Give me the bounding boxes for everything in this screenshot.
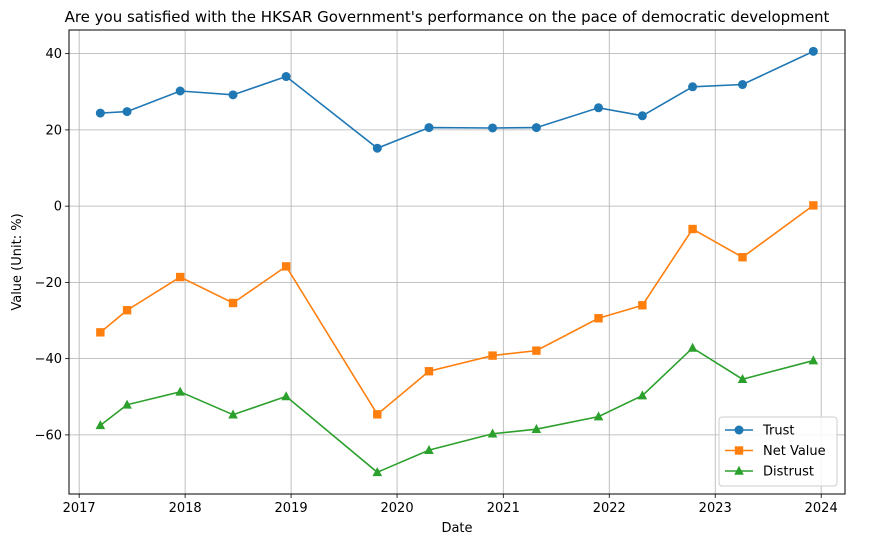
distrust-point xyxy=(487,428,498,438)
net-value-point xyxy=(688,224,697,234)
trust-point xyxy=(488,123,498,133)
plot-frame xyxy=(68,29,846,495)
net-value-point xyxy=(373,410,382,419)
legend-marker-distrust xyxy=(734,465,744,475)
series-lines xyxy=(99,50,814,474)
net-value-point xyxy=(532,346,541,355)
net-value-point xyxy=(738,253,747,262)
legend-label-distrust: Distrust xyxy=(763,465,814,480)
trust-point xyxy=(228,90,238,100)
distrust-point xyxy=(808,355,819,365)
trust-point xyxy=(738,80,748,90)
x-axis-ticks: 2017 2018 2019 2020 2021 2022 2023 2024 xyxy=(63,494,838,516)
trust-point xyxy=(531,123,541,133)
distrust-point xyxy=(228,409,238,419)
distrust-point xyxy=(593,411,604,421)
y-tick-label: −60 xyxy=(35,428,62,443)
x-axis-label: Date xyxy=(441,521,472,536)
distrust-point xyxy=(95,420,106,430)
trust-point xyxy=(688,82,698,92)
y-tick-label: 40 xyxy=(45,47,62,62)
grid xyxy=(69,30,845,494)
trust-point xyxy=(808,46,818,56)
trust-line xyxy=(100,50,814,150)
trust-point xyxy=(594,103,604,113)
distrust-point xyxy=(175,386,185,396)
x-tick-label: 2022 xyxy=(593,501,626,516)
net-value-point xyxy=(488,351,497,360)
net-value-line xyxy=(99,204,814,416)
y-tick-label: 0 xyxy=(54,200,62,215)
distrust-point xyxy=(531,423,542,433)
distrust-point xyxy=(281,391,291,401)
y-tick-label: −40 xyxy=(35,352,62,367)
y-tick-label: −20 xyxy=(35,276,62,291)
chart-title: Are you satisfied with the HKSAR Governm… xyxy=(65,8,830,26)
x-tick-label: 2024 xyxy=(805,501,838,516)
x-tick-label: 2019 xyxy=(275,501,308,516)
legend: Trust Net Value Distrust xyxy=(718,416,838,487)
x-tick-label: 2023 xyxy=(699,501,732,516)
series-markers xyxy=(95,46,819,477)
trust-point xyxy=(637,111,647,121)
x-tick-label: 2020 xyxy=(381,501,414,516)
net-value-point xyxy=(175,272,185,282)
x-tick-label: 2021 xyxy=(487,501,520,516)
x-tick-label: 2017 xyxy=(63,501,96,516)
distrust-point xyxy=(122,399,132,409)
legend-marker-trust xyxy=(734,425,744,435)
distrust-line xyxy=(99,346,814,474)
distrust-point xyxy=(637,390,648,400)
net-value-point xyxy=(96,328,105,337)
trust-point xyxy=(424,123,434,133)
legend-box xyxy=(718,416,838,487)
net-value-point xyxy=(594,314,603,323)
distrust-point xyxy=(687,342,698,352)
distrust-point xyxy=(424,444,434,454)
legend-label-net-value: Net Value xyxy=(763,444,826,459)
net-value-point xyxy=(122,306,132,315)
net-value-point xyxy=(638,301,647,310)
net-value-point xyxy=(281,262,291,271)
distrust-point xyxy=(737,374,748,384)
legend-label-trust: Trust xyxy=(762,424,794,439)
trust-point xyxy=(122,107,132,117)
trust-point xyxy=(95,108,105,118)
y-tick-label: 20 xyxy=(45,123,62,138)
trust-point xyxy=(175,86,185,96)
distrust-point xyxy=(372,467,383,477)
trust-point xyxy=(372,143,382,153)
y-axis-label: Value (Unit: %) xyxy=(10,213,25,310)
trust-point xyxy=(281,72,291,82)
legend-marker-net-value xyxy=(734,446,744,455)
x-tick-label: 2018 xyxy=(169,501,202,516)
net-value-point xyxy=(809,201,818,210)
y-axis-ticks: 40 20 0 −20 −40 −60 xyxy=(35,47,69,443)
net-value-point xyxy=(424,367,434,376)
net-value-point xyxy=(228,298,238,308)
